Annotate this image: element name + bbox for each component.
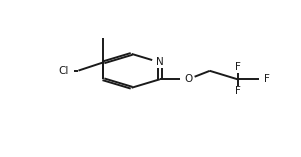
Text: Cl: Cl	[58, 66, 69, 76]
Text: O: O	[184, 74, 192, 84]
Text: N: N	[156, 57, 164, 67]
Text: F: F	[234, 62, 240, 72]
Text: F: F	[234, 86, 240, 96]
Text: F: F	[264, 74, 270, 84]
